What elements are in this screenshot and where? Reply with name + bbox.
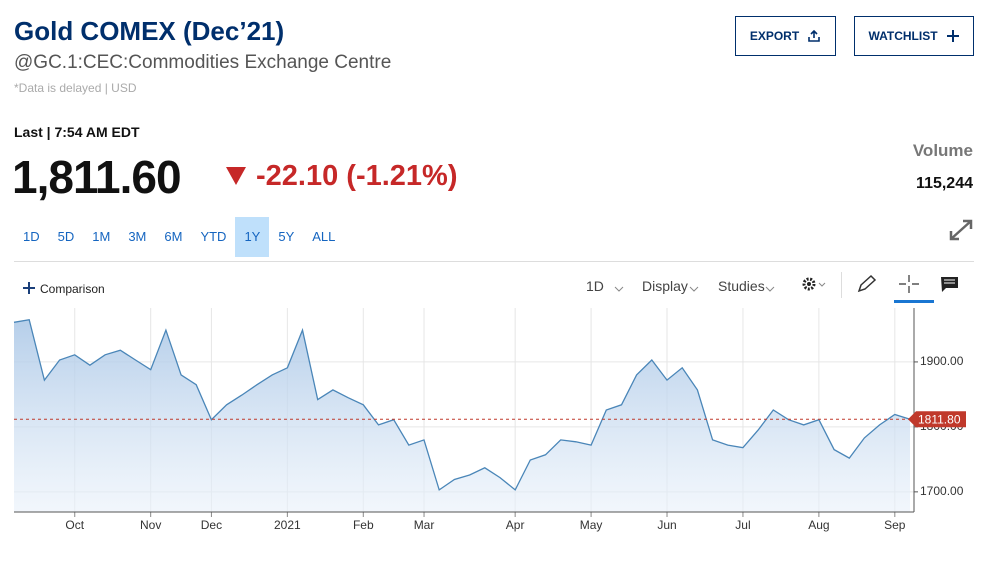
range-button[interactable]: 6M	[164, 229, 183, 244]
range-button[interactable]: 3M	[128, 229, 147, 244]
last-time: Last | 7:54 AM EDT	[14, 124, 140, 140]
volume: 115,244	[916, 175, 973, 192]
x-tick-label: Apr	[506, 518, 525, 532]
range-button[interactable]: 1Y	[235, 217, 270, 257]
change: -22.10 (-1.21%)	[256, 160, 458, 192]
price: 1,811.60	[12, 151, 182, 203]
x-tick-label: 2021	[274, 518, 301, 532]
expand-icon[interactable]	[948, 218, 974, 242]
x-tick-label: Feb	[353, 518, 374, 532]
y-tick-label: 1900.00	[920, 354, 964, 368]
draw-icon[interactable]	[856, 274, 878, 294]
x-tick-label: Dec	[201, 518, 222, 532]
watchlist-label: WATCHLIST	[868, 29, 938, 43]
subtitle: @GC.1:CEC:Commodities Exchange Centre	[14, 52, 392, 73]
display[interactable]: Display	[642, 278, 688, 294]
range-button[interactable]: ALL	[312, 229, 336, 244]
note: *Data is delayed | USD	[14, 81, 137, 95]
active-tab	[894, 300, 934, 303]
x-tick-label: Nov	[140, 518, 161, 532]
separator	[841, 272, 842, 298]
title: Gold COMEX (Dec’21)	[14, 16, 285, 46]
last-label: 1811.80	[918, 412, 961, 426]
volume-label: Volume	[912, 141, 973, 160]
export-label: EXPORT	[749, 29, 800, 43]
interval[interactable]: 1D	[586, 278, 604, 294]
range-bar: 1D 5D 1M 3M 6M YTD 1Y 5Y ALL	[14, 217, 344, 257]
range-button[interactable]: 1D	[23, 229, 40, 244]
x-tick-label: Jul	[735, 518, 750, 532]
down-arrow	[226, 167, 246, 185]
crosshair-icon[interactable]	[898, 274, 920, 294]
x-tick-label: Oct	[65, 518, 84, 532]
studies[interactable]: Studies	[718, 278, 765, 294]
area	[14, 319, 910, 512]
y-tick-label: 1700.00	[920, 484, 964, 498]
x-tick-label: Sep	[884, 518, 906, 532]
plus-icon	[946, 30, 959, 42]
comparison[interactable]: Comparison	[40, 282, 105, 296]
dropdown-carets	[614, 286, 775, 292]
export-button[interactable]: EXPORT	[735, 16, 836, 56]
line	[13, 318, 911, 491]
divider	[14, 261, 974, 262]
range-button[interactable]: 1M	[92, 229, 111, 244]
x-tick-label: May	[580, 518, 603, 532]
x-tick-label: Mar	[414, 518, 435, 532]
range-button[interactable]: YTD	[200, 229, 227, 244]
plus-icon	[23, 282, 35, 294]
export-icon	[808, 29, 820, 42]
watchlist-button[interactable]: WATCHLIST	[854, 16, 974, 56]
comment-icon[interactable]	[940, 276, 960, 294]
settings-icon[interactable]	[800, 276, 830, 294]
x-tick-label: Jun	[657, 518, 676, 532]
range-button[interactable]: 5D	[57, 229, 75, 244]
x-tick-label: Aug	[808, 518, 829, 532]
last-marker	[908, 411, 966, 428]
range-button[interactable]: 5Y	[278, 229, 295, 244]
